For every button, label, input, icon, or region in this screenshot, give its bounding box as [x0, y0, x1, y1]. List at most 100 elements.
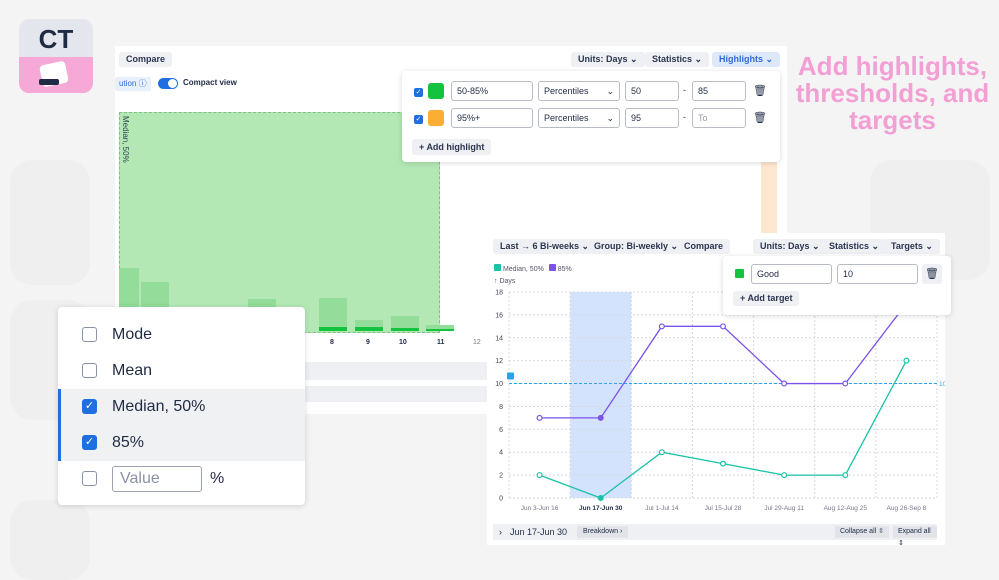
expand-all-button[interactable]: Expand all ⇕: [893, 526, 937, 547]
compact-view-switch[interactable]: [158, 78, 178, 89]
histogram-bar: [319, 298, 347, 331]
highlight-type-select[interactable]: Percentiles ⌄: [538, 81, 620, 101]
collapse-all-button[interactable]: Collapse all ⇳: [835, 526, 889, 538]
y-tick-label: 18: [495, 290, 503, 297]
expand-chevron-icon[interactable]: ›: [499, 527, 502, 537]
add-target-label: Add target: [747, 293, 793, 303]
targets-dropdown[interactable]: Targets ⌄: [884, 239, 940, 254]
logo-text: CT: [38, 24, 74, 54]
stat-option-custom[interactable]: Value %: [58, 461, 305, 497]
range-dash: -: [683, 85, 686, 95]
range-dropdown[interactable]: Last → 6 Bi-weeks ⌄: [493, 239, 597, 254]
breakdown-button[interactable]: Breakdown ›: [577, 526, 629, 538]
y-axis-label: ↑ Days: [494, 278, 516, 285]
highlight-color-swatch[interactable]: [428, 110, 444, 126]
x-tick: 8: [330, 339, 334, 346]
add-target-button[interactable]: + Add target: [733, 291, 800, 306]
highlights-dropdown[interactable]: Highlights ⌄: [712, 52, 781, 67]
x-tick-label: Jun 17-Jun 30: [579, 505, 623, 512]
distribution-toggle[interactable]: ution ⓘ: [115, 77, 151, 91]
range-dash: -: [683, 112, 686, 122]
plus-icon: +: [419, 142, 427, 152]
marketing-headline: Add highlights, thresholds, and targets: [790, 53, 995, 134]
percent-unit: %: [210, 470, 225, 487]
checkbox-checked[interactable]: ✓: [82, 399, 97, 414]
highlight-type-select[interactable]: Percentiles ⌄: [538, 108, 620, 128]
highlight-from-input[interactable]: 50: [625, 81, 679, 101]
expand-all-label: Expand all: [898, 528, 931, 535]
highlights-label: Highlights: [719, 54, 763, 64]
stat-option-mean[interactable]: Mean: [58, 353, 305, 389]
highlight-to-input[interactable]: To: [692, 108, 746, 128]
y-tick-label: 0: [499, 496, 503, 503]
highlight-name-input[interactable]: 50-85%: [451, 81, 533, 101]
breakdown-label: Breakdown: [583, 528, 619, 535]
statistics-dropdown[interactable]: Statistics ⌄: [822, 239, 887, 254]
statistics-dropdown[interactable]: Statistics ⌄: [645, 52, 710, 67]
checkbox-checked[interactable]: ✓: [82, 435, 97, 450]
target-value-input[interactable]: 10: [837, 264, 918, 284]
data-point: [658, 323, 665, 330]
data-point: [720, 460, 727, 467]
breakdown-bar: › Jun 17-Jun 30 Breakdown › Collapse all…: [493, 524, 937, 547]
target-marker-icon: [507, 372, 514, 380]
add-highlight-label: Add highlight: [426, 142, 485, 152]
highlights-popup: ✓ 50-85% Percentiles ⌄ 50 - 85 🗑 ✓ 95%+ P…: [402, 71, 780, 162]
logo: CT: [19, 19, 93, 93]
delete-target-button[interactable]: 🗑: [922, 264, 942, 284]
target-color-swatch[interactable]: [735, 269, 744, 278]
highlight-checkbox[interactable]: ✓: [414, 88, 423, 97]
x-tick-label: Jun 3-Jun 16: [521, 505, 559, 512]
histogram-bar: [391, 316, 419, 331]
highlight-color-swatch[interactable]: [428, 83, 444, 99]
highlight-name-input[interactable]: 95%+: [451, 108, 533, 128]
group-dropdown[interactable]: Group: Bi-weekly ⌄: [587, 239, 686, 254]
stat-option-mode[interactable]: Mode: [58, 317, 305, 353]
x-tick: 11: [437, 339, 445, 346]
headline-line: targets: [849, 105, 936, 135]
data-point: [597, 414, 604, 421]
x-tick-label: Aug 12-Aug 25: [824, 505, 868, 512]
data-point: [720, 323, 727, 330]
x-tick: 9: [366, 339, 370, 346]
x-axis: 8 9 10 11 12: [320, 339, 620, 349]
checkbox[interactable]: [82, 471, 97, 486]
units-dropdown[interactable]: Units: Days ⌄: [753, 239, 827, 254]
highlight-to-input[interactable]: 85: [692, 81, 746, 101]
x-tick-label: Aug 26-Sep 8: [887, 505, 927, 512]
delete-highlight-button[interactable]: 🗑: [750, 81, 770, 101]
legend: Median, 50% 85%: [494, 264, 572, 273]
y-tick-label: 2: [499, 473, 503, 480]
compare-button[interactable]: Compare: [677, 239, 731, 254]
highlight-checkbox[interactable]: ✓: [414, 115, 423, 124]
target-label: 10: [939, 381, 945, 388]
line-chart: 0 2 4 6 8 10 12 14 16 18 Jun 3-Jun 16 Jun 17-Jun 30…: [495, 290, 945, 513]
stat-option-median[interactable]: ✓ Median, 50%: [58, 389, 305, 425]
x-tick-label: Jul 29-Aug 11: [764, 505, 804, 512]
checkbox[interactable]: [82, 327, 97, 342]
compact-view-label: Compact view: [183, 78, 237, 87]
target-name-input[interactable]: Good: [751, 264, 832, 284]
stat-option-85[interactable]: ✓ 85%: [58, 425, 305, 461]
collapse-all-label: Collapse all: [840, 528, 877, 535]
y-tick-label: 6: [499, 427, 503, 434]
add-highlight-button[interactable]: + Add highlight: [412, 139, 492, 155]
percentile-value-input[interactable]: Value: [112, 466, 202, 492]
checkbox[interactable]: [82, 363, 97, 378]
y-tick-label: 16: [495, 312, 503, 319]
units-dropdown[interactable]: Units: Days ⌄: [571, 52, 645, 67]
compare-button[interactable]: Compare: [119, 52, 173, 67]
headline-line: thresholds, and: [795, 78, 990, 108]
highlight-from-input[interactable]: 95: [625, 108, 679, 128]
delete-highlight-button[interactable]: 🗑: [750, 108, 770, 128]
targets-popup: Good 10 🗑 + Add target: [723, 256, 951, 315]
distribution-label: ution: [119, 79, 137, 88]
type-value: Percentiles: [544, 86, 589, 96]
headline-line: Add highlights,: [797, 51, 988, 81]
y-tick-label: 14: [495, 335, 503, 342]
selected-period: Jun 17-Jun 30: [510, 527, 568, 537]
x-tick-label: Jul 15-Jul 28: [705, 505, 742, 512]
option-label: Median, 50%: [112, 398, 206, 415]
x-tick: 10: [399, 339, 407, 346]
data-point: [597, 495, 604, 502]
